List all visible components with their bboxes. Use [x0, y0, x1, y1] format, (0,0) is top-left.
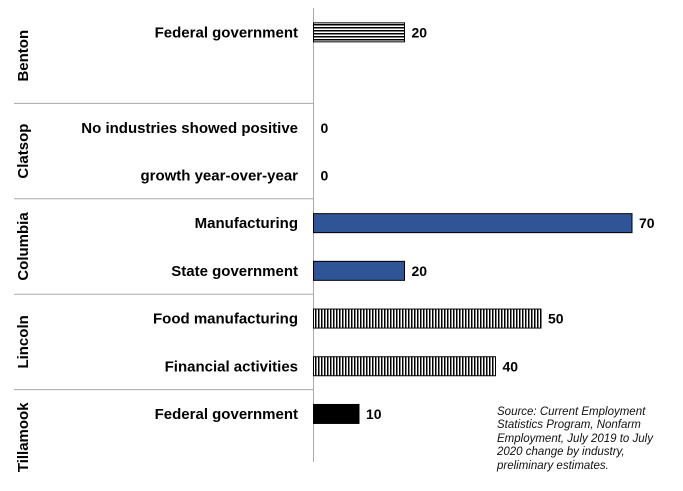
bar	[313, 356, 496, 377]
category-label: Food manufacturing	[153, 311, 298, 328]
group-label: Clatsop	[15, 124, 32, 179]
data-label: 40	[503, 358, 519, 374]
data-label: 10	[366, 406, 382, 422]
data-label: 50	[548, 311, 564, 327]
bars	[313, 22, 633, 424]
category-label: Federal government	[155, 24, 298, 41]
group-label: Lincoln	[15, 315, 32, 368]
bar	[313, 260, 405, 281]
bar	[313, 213, 633, 234]
group-labels: Benton Clatsop Columbia Lincoln Tillamook	[15, 30, 32, 472]
data-label: 20	[412, 263, 428, 279]
group-label: Columbia	[15, 212, 32, 281]
group-label: Benton	[15, 30, 32, 82]
data-label: 70	[639, 215, 655, 231]
group-dividers	[14, 102, 314, 391]
category-label: growth year-over-year	[140, 167, 298, 184]
category-label: Manufacturing	[195, 215, 298, 232]
category-label: Financial activities	[165, 358, 298, 375]
category-label: Federal government	[155, 406, 298, 423]
data-label: 0	[321, 120, 329, 136]
data-label: 20	[412, 24, 428, 40]
bar	[313, 308, 542, 329]
category-labels: Federal government No industries showed p…	[81, 24, 298, 423]
group-label: Tillamook	[15, 402, 32, 472]
data-labels: 20 0 0 70 20 50 40 10	[321, 24, 655, 422]
bar	[313, 403, 360, 424]
data-label: 0	[321, 167, 329, 183]
bar	[313, 22, 405, 43]
source-note: Source: Current Employment Statistics Pr…	[497, 406, 653, 472]
category-label: State government	[171, 263, 298, 280]
category-label: No industries showed positive	[81, 120, 298, 137]
